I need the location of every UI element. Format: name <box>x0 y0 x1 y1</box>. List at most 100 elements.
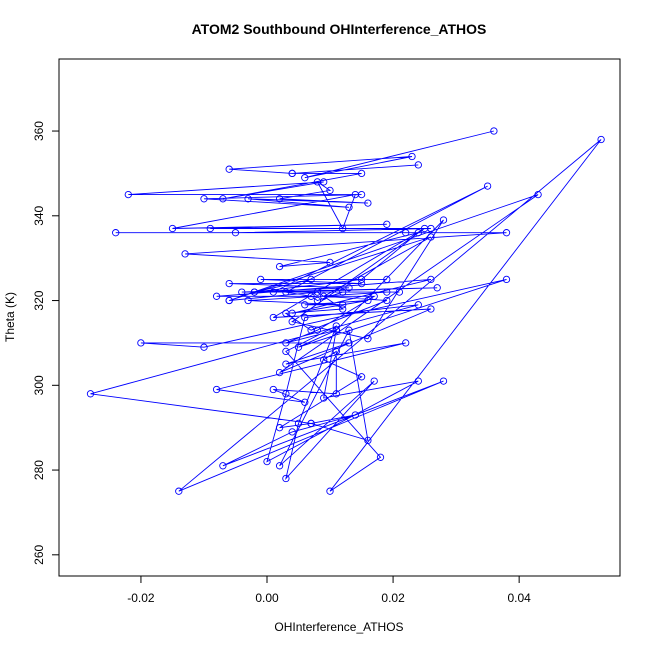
data-point <box>439 377 448 385</box>
data-point <box>427 305 435 313</box>
data-point <box>383 296 391 305</box>
data-point <box>326 186 334 195</box>
data-point <box>414 301 422 309</box>
data-point <box>282 390 290 398</box>
data-point <box>288 169 296 178</box>
data-point <box>414 161 422 169</box>
y-tick-label: 300 <box>32 375 46 395</box>
data-point <box>307 326 315 334</box>
data-point <box>282 309 290 317</box>
data-point <box>414 377 422 385</box>
y-tick-label: 280 <box>32 460 46 480</box>
data-point <box>238 288 246 296</box>
data-point <box>313 178 322 186</box>
data-point <box>301 398 309 406</box>
data-point <box>339 224 347 233</box>
data-point <box>200 343 208 351</box>
y-axis: 260 280 300 320 340 360 <box>32 121 60 565</box>
data-point <box>339 301 347 309</box>
x-tick-label: 0.02 <box>381 591 405 605</box>
data-point <box>219 195 227 203</box>
y-tick-label: 260 <box>32 544 46 564</box>
data-point <box>383 220 391 228</box>
data-point <box>282 360 290 368</box>
data-point <box>332 322 340 330</box>
data-point <box>408 152 416 161</box>
data-point <box>357 275 366 284</box>
data-point <box>219 462 227 470</box>
data-point <box>200 195 208 203</box>
data-point <box>502 275 511 284</box>
data-point <box>320 292 328 300</box>
x-axis: -0.02 0.00 0.02 0.04 <box>127 575 531 605</box>
data-point <box>181 250 189 258</box>
data-point <box>351 190 359 199</box>
data-point <box>137 339 145 347</box>
data-point <box>288 318 296 326</box>
chart-title: ATOM2 Southbound OHInterference_ATHOS <box>192 21 487 37</box>
data-point <box>339 305 347 313</box>
data-point <box>294 343 303 351</box>
data-point <box>257 275 265 284</box>
data-point <box>275 424 284 432</box>
data-point <box>483 182 492 190</box>
data-point <box>357 169 366 178</box>
data-point <box>433 284 441 292</box>
y-tick-label: 360 <box>32 121 46 141</box>
data-point <box>402 229 410 237</box>
data-point <box>212 292 221 300</box>
data-point <box>427 275 435 284</box>
data-point <box>332 347 340 356</box>
data-point <box>269 288 277 296</box>
data-point <box>383 275 391 284</box>
data-point <box>502 229 511 237</box>
y-tick-label: 320 <box>32 290 46 310</box>
data-point <box>275 195 284 203</box>
data-point <box>339 288 347 296</box>
data-point <box>225 165 233 173</box>
data-point <box>244 296 252 305</box>
data-point <box>225 296 233 305</box>
data-point <box>282 347 290 356</box>
data-point <box>307 419 315 428</box>
y-axis-label: Theta (K) <box>3 292 17 342</box>
data-layer <box>86 127 605 495</box>
data-point <box>225 279 233 288</box>
data-point <box>301 313 309 322</box>
x-tick-label: -0.02 <box>127 591 155 605</box>
series-line <box>90 130 602 492</box>
data-point <box>345 326 353 334</box>
data-point <box>345 203 353 211</box>
data-point <box>490 127 498 135</box>
data-point <box>357 279 366 288</box>
data-point <box>364 296 372 305</box>
data-point <box>357 373 366 381</box>
data-point <box>301 174 309 182</box>
data-point <box>269 313 277 322</box>
data-point <box>282 339 290 347</box>
data-point <box>86 390 95 398</box>
data-point <box>395 288 404 296</box>
data-point <box>345 339 353 347</box>
data-point <box>307 292 315 300</box>
data-point <box>427 233 435 241</box>
data-point <box>301 301 309 309</box>
data-point <box>326 487 334 495</box>
data-point <box>345 284 353 292</box>
data-point <box>282 288 290 296</box>
data-point <box>332 390 340 398</box>
data-point <box>414 229 422 237</box>
data-point <box>313 288 322 296</box>
data-point <box>351 411 359 419</box>
x-tick-label: 0.00 <box>255 591 279 605</box>
x-tick-label: 0.04 <box>507 591 531 605</box>
data-point <box>370 377 378 385</box>
data-point <box>294 419 303 428</box>
data-point <box>231 229 240 237</box>
data-point <box>275 262 284 271</box>
data-point <box>307 275 315 284</box>
data-point <box>439 216 448 224</box>
data-point <box>383 288 391 296</box>
data-point <box>332 326 340 334</box>
data-point <box>320 356 328 364</box>
